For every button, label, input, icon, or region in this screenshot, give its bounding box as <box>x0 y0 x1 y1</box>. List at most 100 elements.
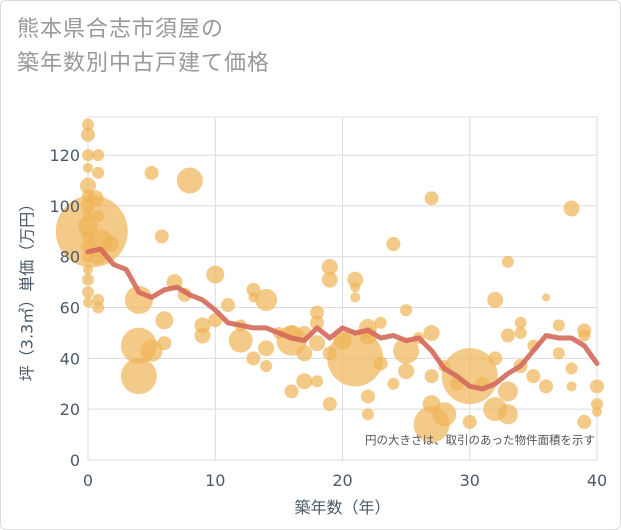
bubble-point <box>590 379 604 394</box>
bubble-point <box>260 359 273 372</box>
bubble-point <box>310 315 325 330</box>
bubble-point <box>514 316 527 329</box>
bubble-point <box>228 328 253 353</box>
axes: 0 10 20 30 40 0 20 40 60 80 100 120 <box>49 146 607 490</box>
bubble-point <box>154 229 169 244</box>
bubble-point <box>82 286 94 299</box>
bubble-point <box>400 304 413 317</box>
bubble-point <box>501 255 514 268</box>
bubble-point <box>500 328 515 343</box>
bubble-point <box>284 384 299 399</box>
bubble-point <box>578 329 591 342</box>
bubble-point <box>82 273 94 286</box>
bubble-point <box>552 347 565 360</box>
bubble-point <box>393 337 420 364</box>
y-tick-label: 40 <box>60 349 80 368</box>
bubble-point <box>255 288 278 311</box>
bubble-point <box>526 369 541 384</box>
bubble-point <box>542 293 551 302</box>
bubble-point <box>462 414 477 429</box>
bubble-point <box>424 369 439 384</box>
bubble-point <box>92 166 105 179</box>
grid-lines <box>87 116 598 461</box>
bubble-point <box>81 127 95 142</box>
bubble-point <box>386 237 401 252</box>
bubble-point <box>220 298 235 313</box>
bubble-point <box>552 319 565 332</box>
bubble-point <box>387 377 400 390</box>
chart-title: 熊本県合志市須屋の 築年数別中古戸建て価格 <box>17 13 270 81</box>
bubble-point <box>310 305 325 320</box>
bubble-point <box>246 351 261 366</box>
bubble-point <box>539 379 554 394</box>
x-tick-label: 20 <box>332 471 352 490</box>
bubble-point <box>374 316 387 329</box>
bubble-point <box>423 324 440 341</box>
x-tick-label: 0 <box>83 471 93 490</box>
x-tick-label: 30 <box>460 471 480 490</box>
bubble-point <box>157 336 172 351</box>
bubble-point <box>398 363 415 380</box>
bubble-point <box>373 356 388 371</box>
bubble-point <box>92 149 105 162</box>
bubble-point <box>144 165 159 180</box>
bubble-point <box>80 177 96 194</box>
bubble-point <box>87 190 104 207</box>
y-tick-label: 20 <box>60 400 80 419</box>
bubble-point <box>350 292 361 303</box>
trend-line <box>85 246 600 392</box>
bubble-point <box>83 162 93 173</box>
bubble-point <box>102 236 119 253</box>
bubble-point <box>565 362 578 375</box>
bubble-point <box>591 398 603 411</box>
bubble-point <box>296 345 313 362</box>
bubble-point <box>514 326 527 339</box>
x-tick-label: 40 <box>587 471 607 490</box>
bubble-point <box>424 191 439 206</box>
bubble-point <box>92 301 105 314</box>
bubble-point <box>563 200 580 217</box>
bubble-point <box>246 282 261 297</box>
bubble-point <box>322 397 337 412</box>
bubble-point <box>360 389 375 404</box>
bubble-point <box>577 414 592 429</box>
chart-title-line2: 築年数別中古戸建て価格 <box>17 51 271 76</box>
bubble-point <box>258 340 275 357</box>
bubble-point <box>194 317 211 334</box>
bubble-point <box>497 381 518 402</box>
bubble-point <box>321 271 338 288</box>
bubble-point <box>83 297 93 308</box>
bubble-point <box>206 265 225 284</box>
x-axis-label: 築年数（年） <box>294 498 390 517</box>
bubble-point <box>361 408 374 421</box>
bubble-point <box>309 335 326 352</box>
bubble-point <box>92 210 105 223</box>
bubble-point <box>82 118 94 131</box>
bubble-point <box>321 258 338 275</box>
bubble-point <box>432 402 457 427</box>
bubble-point <box>488 351 503 366</box>
bubble-point <box>350 282 361 293</box>
bubble-point <box>140 339 163 362</box>
bubble-point <box>347 271 364 288</box>
y-tick-label: 120 <box>49 146 80 165</box>
bubble-point <box>592 406 602 417</box>
bubble-size-note: 円の大きさは、取引のあった物件面積を示す <box>365 433 595 447</box>
chart-title-line1: 熊本県合志市須屋の <box>17 17 225 42</box>
y-tick-label: 60 <box>60 299 80 318</box>
bubble-point <box>487 291 504 308</box>
bubble-point <box>296 373 313 390</box>
x-tick-label: 10 <box>205 471 225 490</box>
bubble-point <box>155 311 174 330</box>
bubble-point <box>120 358 157 395</box>
bubble-point <box>311 375 324 388</box>
bubble-series <box>55 118 604 443</box>
bubble-point <box>82 149 94 162</box>
y-axis-label: 坪（3.3㎡）単価（万円） <box>18 196 37 381</box>
y-tick-label: 100 <box>49 197 80 216</box>
bubble-point <box>497 404 518 425</box>
bubble-point <box>176 167 203 194</box>
y-tick-label: 80 <box>60 248 80 267</box>
bubble-point <box>566 381 577 392</box>
